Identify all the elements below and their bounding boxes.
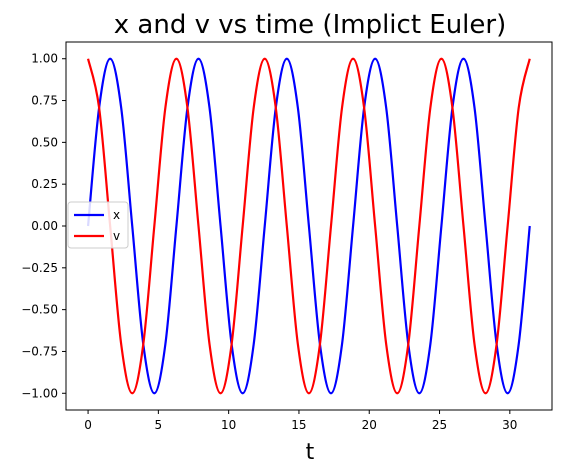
- x-tick-label: 5: [155, 418, 163, 432]
- x-tick-label: 20: [362, 418, 377, 432]
- x-tick-label: 30: [502, 418, 517, 432]
- series-line-x: [86, 57, 531, 395]
- y-tick-label: −0.25: [21, 261, 58, 275]
- y-tick-label: 0.00: [31, 219, 58, 233]
- y-tick-label: −0.50: [21, 303, 58, 317]
- series-line-v: [86, 57, 531, 395]
- x-tick-label: 0: [84, 418, 92, 432]
- y-tick-label: −0.75: [21, 344, 58, 358]
- series-layer: [86, 57, 531, 395]
- x-tick-label: 15: [291, 418, 306, 432]
- y-tick-label: 0.50: [31, 135, 58, 149]
- x-axis-ticks: 0 5 10 15 20 25 30: [84, 410, 517, 432]
- legend-label-v: v: [113, 229, 120, 243]
- plot-frame: [65, 41, 553, 411]
- x-tick-label: 25: [432, 418, 447, 432]
- x-axis-label: t: [306, 440, 315, 465]
- x-tick-label: 10: [221, 418, 236, 432]
- y-tick-label: 0.25: [31, 177, 58, 191]
- y-axis-ticks: −1.00 −0.75 −0.50 −0.25 0.00 0.25 0.50 0.75 1.00: [21, 52, 66, 400]
- y-tick-label: 0.75: [31, 94, 58, 108]
- legend-label-x: x: [113, 208, 120, 222]
- y-tick-label: −1.00: [21, 386, 58, 400]
- y-tick-label: 1.00: [31, 52, 58, 66]
- chart-title: x and v vs time (Implict Euler): [114, 10, 507, 40]
- legend: x v: [67, 201, 129, 249]
